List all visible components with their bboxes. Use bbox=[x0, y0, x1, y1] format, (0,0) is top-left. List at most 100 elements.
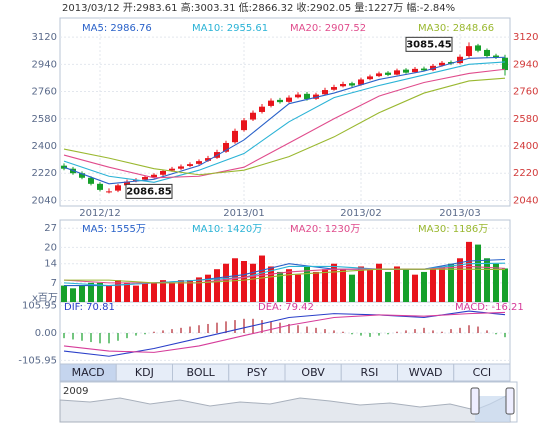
y-tick-label: 2400 bbox=[513, 141, 538, 152]
candle-body bbox=[349, 83, 355, 86]
unit-label: x百万 bbox=[32, 292, 58, 304]
tab-label[interactable]: MACD bbox=[72, 366, 105, 379]
candle-body bbox=[241, 120, 247, 131]
tab[interactable] bbox=[453, 363, 511, 382]
y-tick-label: 3120 bbox=[32, 32, 57, 43]
candle-body bbox=[187, 164, 193, 166]
volume-bar bbox=[133, 285, 139, 302]
candle-body bbox=[493, 55, 499, 58]
volume-bar bbox=[214, 269, 220, 302]
volume-bar bbox=[475, 244, 481, 302]
candle-body bbox=[259, 106, 265, 112]
volume-bar bbox=[502, 268, 508, 302]
ma-line bbox=[63, 61, 506, 183]
navigator-handle[interactable] bbox=[505, 387, 515, 415]
candle-body bbox=[160, 170, 166, 175]
legend-entry: MA5: 1555万 bbox=[82, 224, 146, 235]
candle-body bbox=[115, 185, 121, 191]
tab-label[interactable]: PSY bbox=[247, 366, 268, 379]
y-tick-label: 2220 bbox=[32, 168, 57, 179]
candle-body bbox=[367, 76, 373, 80]
candle-body bbox=[322, 90, 328, 95]
volume-bar bbox=[178, 280, 184, 302]
tab-label[interactable]: BOLL bbox=[186, 366, 215, 379]
ma-line bbox=[63, 77, 506, 176]
volume-bar bbox=[79, 285, 85, 302]
legend-entry: MA30: 1186万 bbox=[418, 224, 488, 235]
volume-bar bbox=[403, 269, 409, 302]
volume-bar bbox=[187, 280, 193, 302]
annotation-box bbox=[405, 36, 453, 52]
candle-body bbox=[439, 62, 445, 66]
ma-line bbox=[63, 265, 506, 284]
y-tick-label: 105.95 bbox=[22, 301, 57, 312]
volume-bar bbox=[493, 263, 499, 302]
candle-body bbox=[277, 99, 283, 103]
volume-bar bbox=[97, 282, 103, 302]
volume-bar bbox=[250, 263, 256, 302]
legend-entry: DEA: 79.42 bbox=[258, 302, 314, 313]
volume-bar bbox=[394, 266, 400, 302]
candle-body bbox=[385, 72, 391, 75]
volume-bar bbox=[340, 269, 346, 302]
tab-label[interactable]: RSI bbox=[360, 366, 378, 379]
y-tick-label: 2940 bbox=[513, 59, 538, 70]
volume-bar bbox=[106, 285, 112, 302]
candle-body bbox=[97, 183, 103, 190]
candle-body bbox=[430, 65, 436, 71]
volume-bar bbox=[322, 269, 328, 302]
volume-bar bbox=[142, 282, 148, 302]
candle-body bbox=[88, 177, 94, 184]
annotation-box bbox=[125, 183, 173, 199]
ma-line bbox=[63, 68, 506, 179]
annotation: 2086.85 bbox=[126, 186, 172, 197]
candle-body bbox=[304, 93, 310, 100]
tab-label[interactable]: KDJ bbox=[135, 366, 154, 379]
tab-label[interactable]: WVAD bbox=[409, 366, 443, 379]
candle-body bbox=[142, 177, 148, 180]
candle-body bbox=[232, 130, 238, 143]
volume-bar bbox=[259, 255, 265, 302]
volume-bar bbox=[241, 261, 247, 302]
candle-body bbox=[421, 68, 427, 71]
volume-bar bbox=[286, 269, 292, 302]
volume-bar bbox=[385, 271, 391, 302]
volume-bar bbox=[223, 263, 229, 302]
x-tick-label: 2012/12 bbox=[79, 208, 121, 219]
candle-body bbox=[502, 57, 508, 71]
volume-bar bbox=[448, 263, 454, 302]
volume-bar bbox=[124, 282, 130, 302]
candle-body bbox=[205, 158, 211, 161]
legend-entry: DIF: 70.81 bbox=[64, 302, 115, 313]
volume-bar bbox=[313, 271, 319, 302]
volume-bar bbox=[304, 266, 310, 302]
legend-entry: MA30: 2848.66 bbox=[418, 23, 494, 34]
volume-bar bbox=[88, 282, 94, 302]
navigator-label: 2009 bbox=[63, 386, 88, 397]
y-tick-label: -105.95 bbox=[18, 355, 57, 366]
candle-body bbox=[457, 56, 463, 64]
candle-body bbox=[358, 79, 364, 85]
candle-body bbox=[178, 166, 184, 169]
legend-entry: MA20: 2907.52 bbox=[290, 23, 366, 34]
legend-entry: MA5: 2986.76 bbox=[82, 23, 152, 34]
volume-bar bbox=[205, 274, 211, 302]
y-tick-label: 27 bbox=[44, 223, 57, 234]
y-tick-label: 2940 bbox=[32, 59, 57, 70]
volume-bar bbox=[421, 271, 427, 302]
candle-body bbox=[448, 62, 454, 64]
navigator-window bbox=[475, 396, 510, 422]
volume-bar bbox=[439, 266, 445, 302]
candle-body bbox=[223, 142, 229, 152]
candle-body bbox=[250, 112, 256, 120]
legend-entry: MA10: 1420万 bbox=[192, 224, 262, 235]
navigator-handle[interactable] bbox=[470, 387, 480, 415]
ma-line bbox=[63, 311, 506, 353]
tab-label[interactable]: OBV bbox=[301, 366, 325, 379]
tab-label[interactable]: CCI bbox=[473, 366, 492, 379]
volume-bar bbox=[466, 241, 472, 302]
y-tick-label: 2580 bbox=[513, 114, 538, 125]
ma-line bbox=[63, 262, 506, 287]
volume-bar bbox=[169, 282, 175, 302]
candle-body bbox=[286, 97, 292, 102]
